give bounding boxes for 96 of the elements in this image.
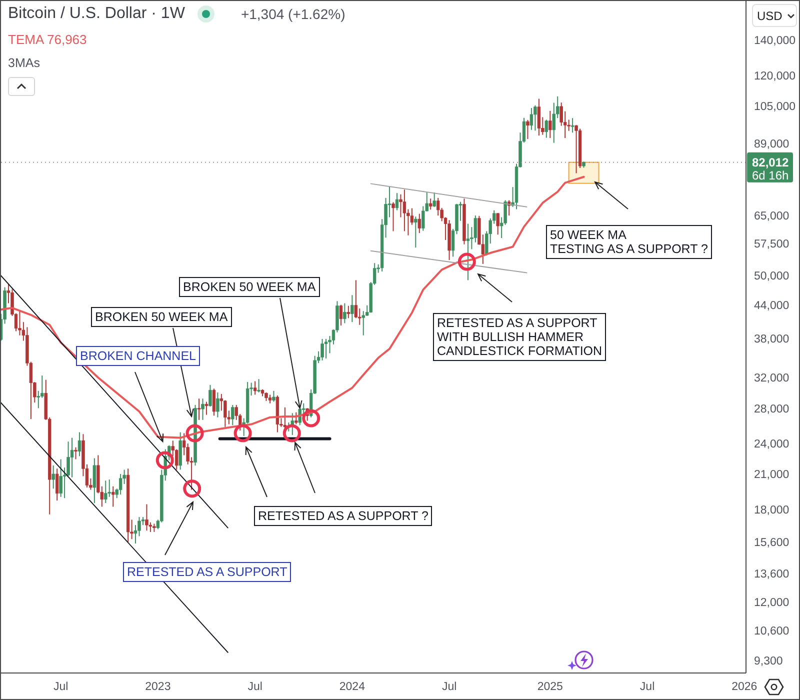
candlestick [537,98,541,136]
candlestick [343,302,346,324]
candlestick [534,104,537,132]
y-tick-label: 12,000 [754,597,790,610]
candlestick [574,124,578,174]
candlestick [55,468,59,502]
annotation: RETESTED AS A SUPPORT [123,562,292,582]
candlestick [570,118,574,134]
annotation: 3MAs [8,56,40,70]
annotation: BROKEN 50 WEEK MA [91,307,232,327]
candlestick [294,412,298,425]
candlestick [414,216,418,248]
chart-title: Bitcoin / U.S. Dollar · 1W [8,5,185,23]
candlestick [496,212,500,236]
candlestick [257,378,260,393]
annotation: BROKEN CHANNEL [76,346,200,366]
x-tick-label: 2023 [145,681,171,694]
candlestick [362,310,365,336]
candlestick [422,206,425,232]
candlestick [432,192,436,208]
y-tick-label: 10,600 [754,626,790,638]
candlestick [418,213,421,234]
x-tick-label: 2024 [339,681,366,694]
point [156,451,174,470]
chart-subtitle: +1,304 (+1.62%) [240,6,346,22]
y-tick-label: 32,000 [754,372,790,385]
point [282,424,301,442]
candlestick [392,202,395,232]
point [458,252,476,271]
y-tick-label: 65,000 [754,210,790,223]
point [234,424,252,442]
candlestick [204,401,208,416]
y-tick-label: 140,000 [754,35,796,48]
candlestick [74,446,78,460]
y-tick-label: 105,000 [754,100,796,113]
candlestick [429,198,432,210]
text: 6d 16h [752,168,789,182]
candlestick [52,464,55,490]
x-tick-label: Jul [442,681,457,694]
point [302,409,320,428]
candlestick [92,458,96,504]
y-tick-label: 21,000 [754,469,790,482]
y-tick-label: 24,000 [754,438,790,451]
candlestick [201,398,204,420]
x-tick-label: Jul [640,681,655,694]
point [183,480,202,498]
y-tick-label: 57,500 [754,238,790,251]
candlestick [212,388,216,416]
candlestick [78,432,82,457]
candlestick [208,384,212,408]
y-tick-label: 38,000 [754,333,790,346]
candlestick [112,486,115,508]
y-tick-label: 50,000 [754,270,790,283]
y-tick-label: 13,600 [754,568,790,580]
x-tick-label: Jul [53,681,68,694]
annotation: 50 WEEK MA TESTING AS A SUPPORT ? [546,225,712,259]
candlestick [526,119,530,140]
candlestick [402,189,406,232]
candlestick [216,392,220,418]
candlestick [104,480,108,504]
candlestick [466,223,470,281]
candlestick [118,474,122,496]
y-tick-label: 28,000 [754,403,790,416]
candlestick [272,390,276,402]
y-tick-label: 89,000 [754,138,790,151]
candlestick [548,110,552,139]
x-tick-label: Jul [248,681,262,694]
candlestick [324,338,328,359]
y-tick-label: 120,000 [754,70,796,82]
candlestick [530,107,534,130]
candlestick [231,404,234,426]
annotation: RETESTED AS A SUPPORT ? [254,506,432,526]
annotation: BROKEN 50 WEEK MA [179,277,320,297]
candlestick [395,192,399,211]
text: TEMA 76,963 [8,32,87,47]
candlestick [145,504,148,532]
candlestick [339,304,343,326]
candlestick [544,119,548,138]
y-tick-label: 44,000 [754,300,790,312]
y-tick-label: 15,600 [754,537,790,550]
candlestick [197,398,201,420]
annotation: RETESTED AS A SUPPORT WITH BULLISH HAMMER CANDLESTICK FORMATION [433,313,606,361]
candlestick [320,338,324,361]
candlestick [59,458,62,498]
candlestick [350,294,354,323]
candlestick [253,380,257,396]
y-axis-title: USD [757,8,782,22]
x-tick-label: 2025 [537,681,563,694]
candlestick [346,305,350,319]
y-tick-label: 18,000 [754,504,790,516]
ref-line-label: 82,012 [752,155,790,170]
candlestick [283,406,287,431]
y-tick-label: 9,300 [754,655,783,668]
candlestick [70,437,74,478]
x-tick-label: 2026 [732,681,758,694]
point [186,424,204,442]
